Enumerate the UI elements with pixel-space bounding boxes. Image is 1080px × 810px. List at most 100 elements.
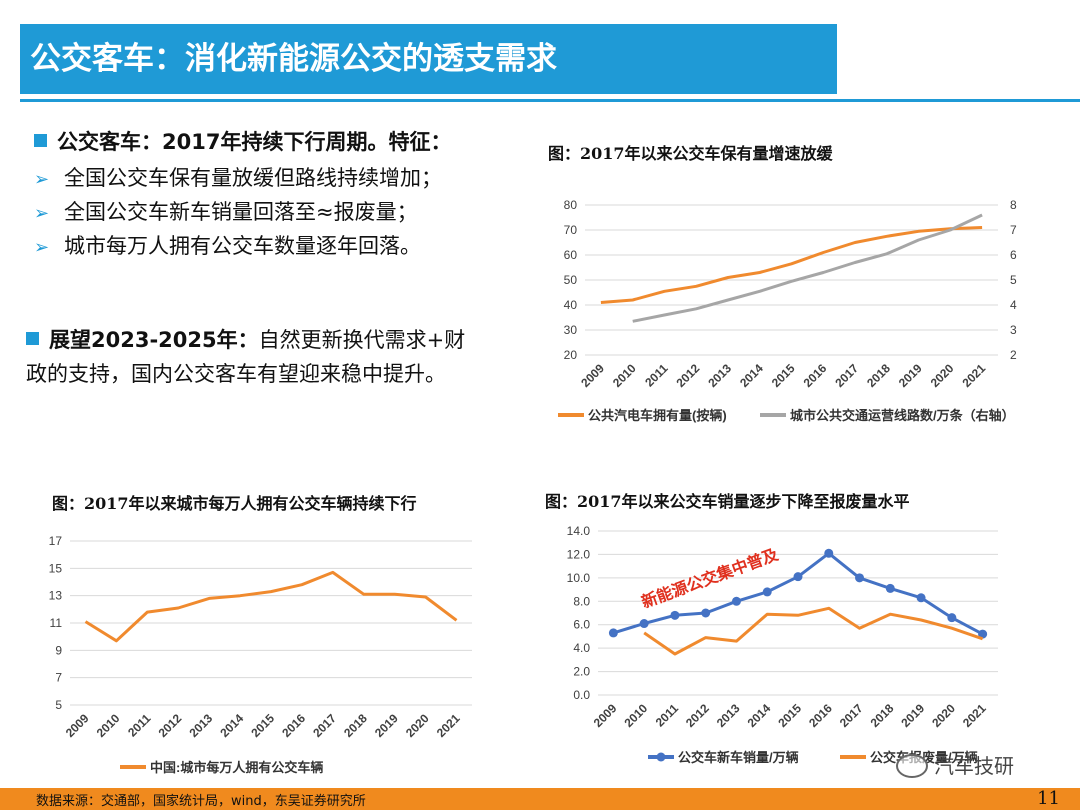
square-bullet-icon bbox=[26, 332, 39, 345]
series-line-1 bbox=[84, 570, 458, 643]
section1-heading: 公交客车：2017年持续下行周期。特征： bbox=[34, 126, 451, 156]
bullet-2: ➢ 全国公交车新车销量回落至≈报废量； bbox=[34, 196, 418, 226]
chart3-title: 图：2017年以来公交车销量逐步下降至报废量水平 bbox=[545, 492, 910, 511]
y-tick-label: 17 bbox=[49, 534, 63, 548]
y-tick-label: 50 bbox=[564, 273, 578, 287]
data-point bbox=[639, 619, 649, 629]
chart2-title: 图：2017年以来城市每万人拥有公交车辆持续下行 bbox=[52, 494, 417, 513]
y-tick-label: 60 bbox=[564, 248, 578, 262]
x-tick-label: 2018 bbox=[864, 361, 893, 390]
x-tick-label: 2014 bbox=[217, 711, 246, 740]
section2-line2: 政的支持，国内公交客车有望迎来稳中提升。 bbox=[26, 362, 446, 386]
data-point bbox=[793, 572, 803, 582]
x-tick-label: 2010 bbox=[610, 361, 639, 390]
legend-label: 公交车新车销量/万辆 bbox=[678, 750, 799, 765]
x-tick-label: 2019 bbox=[372, 711, 401, 740]
x-tick-label: 2009 bbox=[591, 701, 620, 730]
x-tick-label: 2016 bbox=[801, 361, 830, 390]
x-tick-label: 2015 bbox=[775, 701, 804, 730]
x-tick-label: 2020 bbox=[928, 361, 957, 390]
section1-heading-text: 公交客车：2017年持续下行周期。特征： bbox=[57, 130, 452, 154]
x-tick-label: 2014 bbox=[737, 361, 766, 390]
series-line-1 bbox=[600, 226, 983, 304]
y-tick-label: 15 bbox=[49, 561, 63, 575]
watermark: 汽车技研 bbox=[896, 750, 1014, 779]
data-point bbox=[947, 613, 957, 623]
section2-line1: 展望2023-2025年：自然更新换代需求+财 bbox=[26, 324, 465, 354]
title-divider bbox=[20, 99, 1080, 102]
page-title: 公交客车：消化新能源公交的透支需求 bbox=[20, 24, 837, 94]
x-tick-label: 2015 bbox=[248, 711, 277, 740]
y2-tick-label: 8 bbox=[1010, 198, 1017, 212]
x-tick-label: 2013 bbox=[186, 711, 215, 740]
x-tick-label: 2010 bbox=[94, 711, 123, 740]
x-tick-label: 2020 bbox=[929, 701, 958, 730]
data-point bbox=[885, 583, 895, 593]
chart1-title: 图：2017年以来公交车保有量增速放缓 bbox=[548, 144, 833, 163]
y-tick-label: 6.0 bbox=[573, 618, 590, 632]
bullet-1-text: 全国公交车保有量放缓但路线持续增加； bbox=[64, 166, 442, 190]
series-line-2 bbox=[643, 606, 984, 656]
y-tick-label: 80 bbox=[564, 198, 578, 212]
y2-tick-label: 4 bbox=[1010, 298, 1017, 312]
y2-tick-label: 3 bbox=[1010, 323, 1017, 337]
x-tick-label: 2013 bbox=[705, 361, 734, 390]
y-tick-label: 7 bbox=[55, 671, 62, 685]
x-tick-label: 2014 bbox=[745, 701, 774, 730]
data-point bbox=[916, 593, 926, 603]
page-number: 11 bbox=[1037, 788, 1060, 809]
y2-tick-label: 7 bbox=[1010, 223, 1017, 237]
square-bullet-icon bbox=[34, 134, 47, 147]
x-tick-label: 2018 bbox=[868, 701, 897, 730]
y-tick-label: 8.0 bbox=[573, 594, 590, 608]
data-source: 数据来源：交通部，国家统计局，wind，东吴证券研究所 bbox=[36, 794, 366, 809]
section2-line1-text: 自然更新换代需求+财 bbox=[258, 328, 466, 352]
x-tick-label: 2019 bbox=[896, 361, 925, 390]
arrow-bullet-icon: ➢ bbox=[34, 203, 50, 224]
y-tick-label: 40 bbox=[564, 298, 578, 312]
series-line-2 bbox=[632, 213, 983, 323]
y-tick-label: 10.0 bbox=[567, 571, 591, 585]
x-tick-label: 2017 bbox=[832, 361, 861, 390]
x-tick-label: 2016 bbox=[806, 701, 835, 730]
y-tick-label: 2.0 bbox=[573, 665, 590, 679]
x-tick-label: 2016 bbox=[279, 711, 308, 740]
x-tick-label: 2009 bbox=[578, 361, 607, 390]
arrow-bullet-icon: ➢ bbox=[34, 237, 50, 258]
x-tick-label: 2013 bbox=[714, 701, 743, 730]
x-tick-label: 2021 bbox=[434, 711, 463, 740]
arrow-bullet-icon: ➢ bbox=[34, 169, 50, 190]
section2-heading: 展望2023-2025年： bbox=[49, 328, 259, 352]
watermark-text: 汽车技研 bbox=[934, 754, 1014, 778]
x-tick-label: 2020 bbox=[403, 711, 432, 740]
x-tick-label: 2011 bbox=[653, 701, 682, 730]
x-tick-label: 2011 bbox=[125, 711, 154, 740]
data-point bbox=[670, 610, 680, 620]
x-tick-label: 2010 bbox=[621, 701, 650, 730]
y-tick-label: 14.0 bbox=[567, 524, 591, 538]
x-tick-label: 2021 bbox=[959, 361, 988, 390]
x-tick-label: 2012 bbox=[156, 711, 185, 740]
y2-tick-label: 2 bbox=[1010, 348, 1017, 362]
y-tick-label: 9 bbox=[55, 643, 62, 657]
bullet-1: ➢ 全国公交车保有量放缓但路线持续增加； bbox=[34, 162, 442, 192]
data-point bbox=[824, 548, 834, 558]
x-tick-label: 2021 bbox=[960, 701, 989, 730]
y2-tick-label: 5 bbox=[1010, 273, 1017, 287]
wechat-icon bbox=[896, 754, 928, 778]
y-tick-label: 0.0 bbox=[573, 688, 590, 702]
x-tick-label: 2017 bbox=[837, 701, 866, 730]
legend-label: 中国:城市每万人拥有公交车辆 bbox=[150, 760, 323, 775]
legend-label: 城市公共交通运营线路数/万条（右轴） bbox=[790, 408, 1015, 423]
x-tick-label: 2012 bbox=[683, 701, 712, 730]
footer-bar: 数据来源：交通部，国家统计局，wind，东吴证券研究所 11 bbox=[0, 788, 1080, 810]
bullet-3: ➢ 城市每万人拥有公交车数量逐年回落。 bbox=[34, 230, 421, 260]
data-point bbox=[731, 596, 741, 606]
x-tick-label: 2017 bbox=[310, 711, 339, 740]
data-point bbox=[762, 587, 772, 597]
legend-marker bbox=[656, 752, 666, 762]
data-point bbox=[701, 608, 711, 618]
